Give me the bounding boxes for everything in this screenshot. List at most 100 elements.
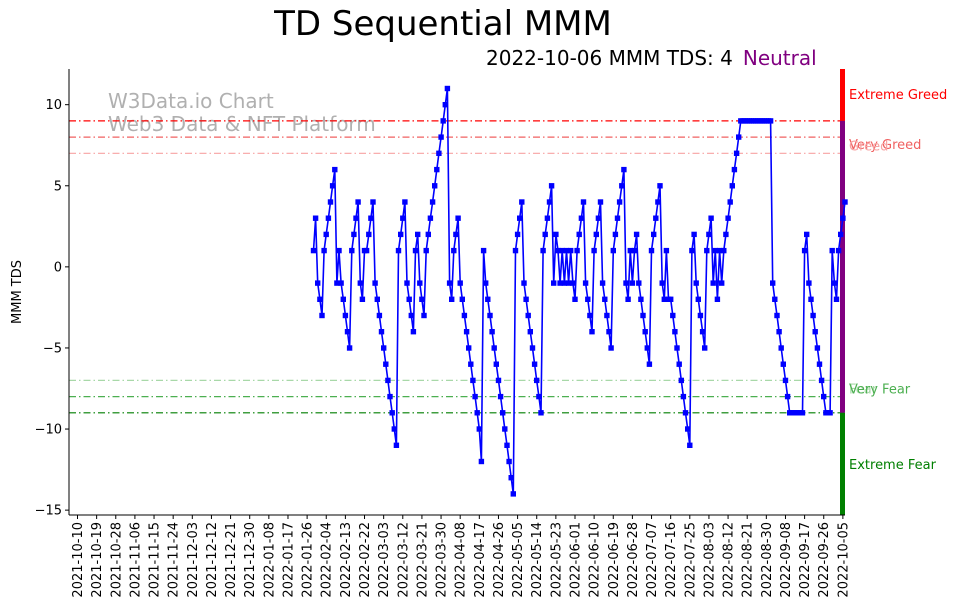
- data-point: [657, 183, 663, 189]
- data-point: [370, 199, 376, 205]
- data-point: [404, 280, 410, 286]
- data-point: [487, 312, 493, 319]
- data-point: [344, 329, 351, 335]
- data-point: [374, 296, 380, 302]
- x-tick-label: 2022-03-12: [396, 522, 411, 598]
- x-tick-label: 2021-10-10: [71, 522, 86, 598]
- data-point: [536, 393, 542, 400]
- data-point: [668, 296, 674, 302]
- data-point: [436, 150, 442, 156]
- data-point: [727, 199, 733, 205]
- data-point: [699, 329, 706, 335]
- data-point: [336, 247, 342, 254]
- data-point: [659, 280, 665, 286]
- data-point: [412, 247, 419, 254]
- data-point: [767, 118, 774, 124]
- data-point: [651, 231, 657, 238]
- data-point: [638, 296, 644, 302]
- x-tick-label: 2022-03-21: [415, 522, 430, 598]
- x-tick-label: 2021-11-24: [167, 522, 182, 598]
- data-point: [814, 345, 821, 351]
- x-tick-label: 2022-08-12: [722, 522, 737, 598]
- x-tick-label: 2022-07-25: [683, 522, 698, 598]
- data-point: [393, 442, 400, 448]
- data-point: [697, 312, 704, 319]
- data-point: [321, 247, 327, 254]
- data-point: [612, 231, 619, 238]
- data-point: [366, 231, 372, 238]
- data-point: [517, 215, 523, 221]
- data-point: [606, 329, 612, 335]
- data-point: [559, 247, 565, 254]
- data-point: [455, 215, 461, 221]
- data-point: [493, 361, 499, 367]
- data-point: [625, 296, 631, 302]
- x-tick-label: 2022-06-19: [607, 522, 622, 598]
- x-tick-label: 2022-01-26: [301, 522, 316, 598]
- data-point: [776, 329, 782, 335]
- x-tick-label: 2022-10-05: [836, 522, 851, 598]
- data-point: [710, 280, 716, 286]
- data-point: [551, 280, 557, 286]
- data-point: [704, 247, 710, 254]
- data-point: [474, 410, 480, 416]
- data-point: [385, 377, 391, 384]
- data-point: [423, 247, 429, 254]
- data-point: [525, 312, 531, 319]
- data-point: [693, 280, 699, 286]
- x-tick-label: 2021-12-30: [243, 522, 258, 598]
- data-point: [578, 215, 585, 221]
- x-tick-label: 2022-01-08: [262, 522, 277, 598]
- data-point: [784, 393, 791, 400]
- data-point: [317, 296, 323, 302]
- data-point: [508, 475, 514, 481]
- data-point: [621, 166, 627, 173]
- data-point: [406, 296, 412, 302]
- data-point: [587, 312, 593, 319]
- data-point: [570, 280, 576, 286]
- data-point: [585, 296, 591, 302]
- data-point: [312, 215, 319, 221]
- data-point: [833, 296, 840, 302]
- data-point: [829, 247, 835, 254]
- x-tick-label: 2022-07-07: [645, 522, 660, 598]
- data-point: [778, 345, 784, 351]
- data-point: [772, 296, 778, 302]
- data-point: [323, 231, 329, 238]
- data-point: [591, 247, 597, 254]
- data-point: [655, 199, 661, 205]
- series-line: [312, 88, 846, 495]
- x-tick-label: 2021-10-28: [109, 522, 124, 598]
- threshold-label: Very Fear: [849, 383, 911, 398]
- data-point: [642, 329, 648, 335]
- data-point: [531, 361, 538, 367]
- data-point: [706, 231, 712, 238]
- data-point: [310, 247, 317, 254]
- data-point: [633, 231, 640, 238]
- data-point: [680, 393, 687, 400]
- data-point: [325, 215, 332, 221]
- data-point: [408, 312, 414, 319]
- x-tick-label: 2022-03-03: [377, 522, 392, 598]
- data-point: [623, 280, 629, 286]
- side-bar-segment: [840, 412, 845, 515]
- data-point: [383, 361, 389, 367]
- x-tick-label: 2022-05-14: [530, 522, 545, 598]
- data-point: [646, 361, 653, 367]
- data-point: [640, 312, 646, 319]
- x-tick-label: 2021-10-19: [90, 522, 105, 598]
- data-point: [561, 280, 568, 286]
- x-tick-label: 2022-09-26: [817, 522, 832, 598]
- data-point: [714, 296, 721, 302]
- x-tick-label: 2022-06-28: [626, 522, 641, 598]
- data-point: [476, 426, 482, 432]
- data-point: [463, 329, 470, 335]
- y-tick-label: −5: [43, 341, 62, 356]
- data-point: [351, 231, 357, 238]
- data-point: [835, 247, 842, 254]
- data-point: [502, 426, 508, 432]
- data-point: [391, 426, 397, 432]
- data-point: [357, 280, 363, 286]
- data-point: [648, 247, 655, 254]
- data-point: [523, 296, 529, 302]
